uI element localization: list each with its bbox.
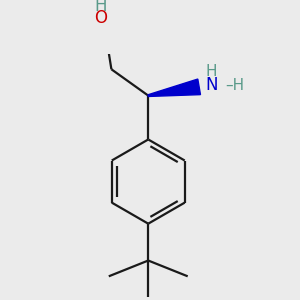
Polygon shape [148, 79, 200, 97]
Text: –H: –H [225, 78, 244, 93]
Text: H: H [206, 64, 217, 79]
Text: H: H [94, 0, 107, 15]
Text: O: O [94, 9, 107, 27]
Text: N: N [205, 76, 218, 94]
